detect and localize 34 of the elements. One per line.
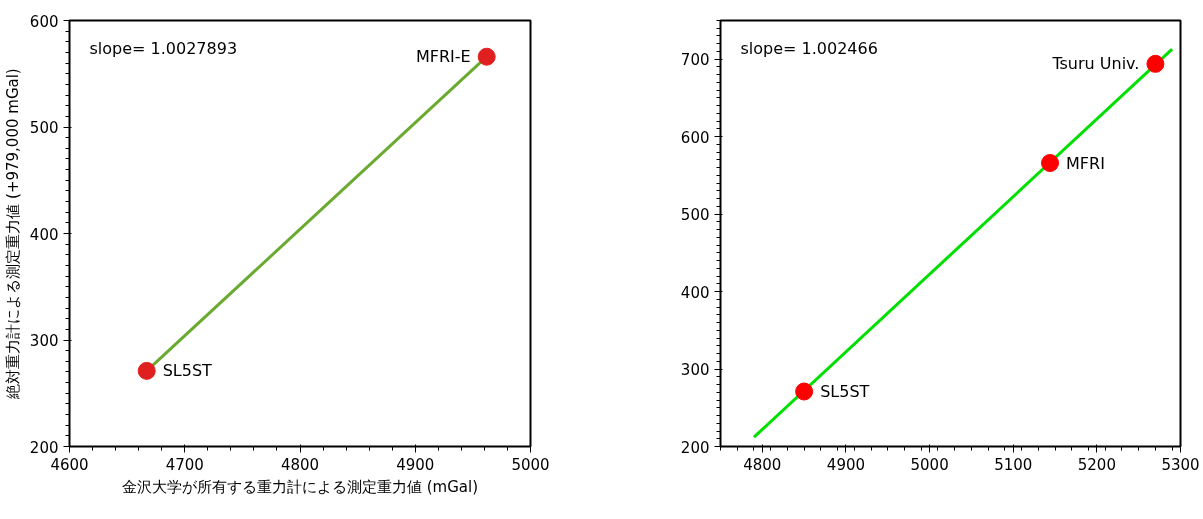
x-tick-label: 4900	[396, 455, 435, 474]
y-tick-label: 300	[680, 361, 710, 380]
x-tick-label: 4800	[743, 455, 782, 474]
annotation: SL5ST	[820, 382, 870, 402]
annotation: MFRI-E	[415, 47, 471, 67]
annotation: SL5ST	[162, 361, 213, 381]
x-tick-label: 5000	[910, 455, 949, 474]
x-tick-label: 5200	[1077, 455, 1116, 474]
x-axis-title: 金沢大学が所有する重力計による測定重力値 (mGal)	[121, 477, 479, 496]
x-tick-label: 4900	[826, 455, 866, 474]
x-tick-label: 4600	[50, 455, 89, 474]
y-tick-label: 400	[29, 225, 59, 244]
point	[795, 382, 814, 401]
annotation: slope= 1.0027893	[89, 38, 238, 58]
y-tick-label: 200	[680, 438, 710, 457]
y-tick-label: 200	[29, 438, 59, 457]
x-tick-label: 4800	[280, 455, 320, 474]
y-tick-label: 600	[29, 12, 59, 31]
y-tick-label: 400	[680, 283, 710, 302]
y-tick-label: 700	[680, 51, 710, 70]
y-tick-label: 500	[680, 206, 710, 225]
x-tick-label: 5100	[994, 455, 1033, 474]
x-tick-label: 5300	[1161, 455, 1200, 474]
annotation: Tsuru Univ.	[1051, 54, 1140, 74]
y-tick-label: 300	[29, 332, 59, 350]
y-tick-label: 600	[680, 128, 710, 147]
y-tick-label: 500	[29, 119, 59, 137]
annotation: slope= 1.002466	[740, 38, 878, 58]
point	[1146, 54, 1165, 73]
y-axis-title: 絶対重力計による測定重力値 (+979,000 mGal)	[3, 68, 22, 400]
x-tick-label: 4700	[165, 455, 204, 474]
x-tick-label: 5000	[511, 455, 550, 474]
point	[1041, 154, 1060, 172]
annotation: MFRI	[1066, 153, 1105, 173]
